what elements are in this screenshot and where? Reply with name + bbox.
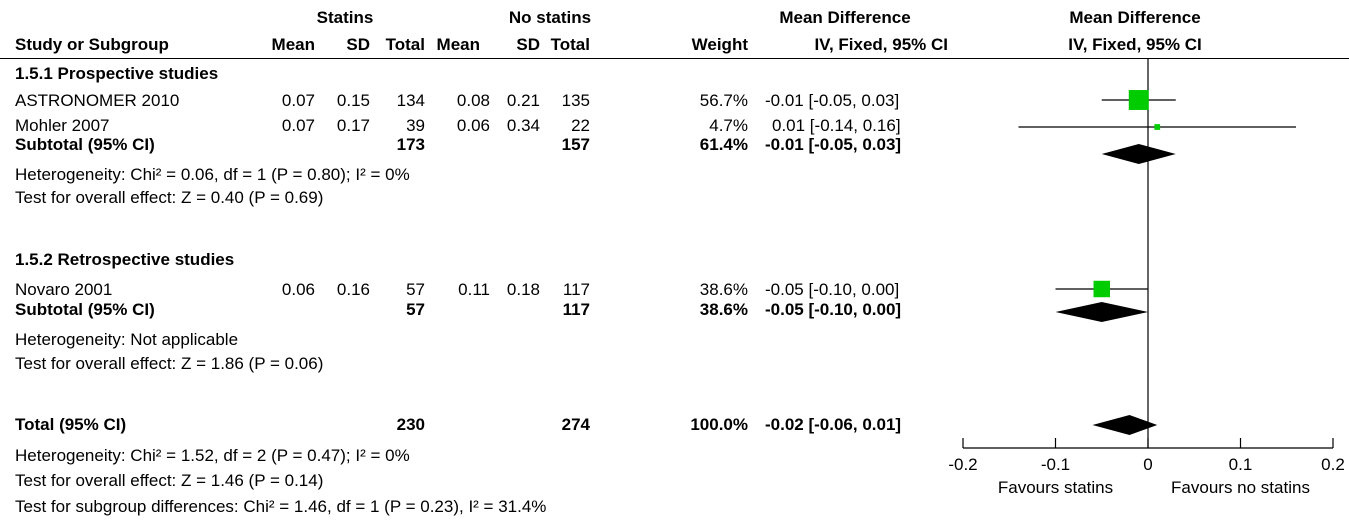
total-total2: 274 [561, 415, 590, 434]
subtotal-ci: -0.05 [-0.10, 0.00] [765, 300, 902, 319]
study-total2: 22 [571, 116, 590, 135]
heterogeneity-text: Heterogeneity: Not applicable [15, 330, 239, 349]
heterogeneity-text: Heterogeneity: Chi² = 0.06, df = 1 (P = … [15, 165, 410, 184]
study-sd2: 0.34 [506, 116, 540, 135]
pooled-diamond [1092, 415, 1158, 435]
study-sd1: 0.17 [336, 116, 370, 135]
total-ci: -0.02 [-0.06, 0.01] [765, 415, 902, 434]
study-sd1: 0.15 [336, 91, 370, 110]
total-weight: 100.0% [690, 415, 748, 434]
study-total2: 135 [561, 91, 590, 110]
subtotal-total1: 57 [406, 300, 425, 319]
subtotal-total2: 117 [562, 300, 590, 319]
study-name: Novaro 2001 [15, 280, 113, 299]
pooled-diamond [1055, 302, 1148, 322]
col-sd2-header: SD [516, 35, 540, 54]
col-total2-header: Total [550, 35, 590, 54]
total-label: Total (95% CI) [15, 415, 127, 434]
study-marker [1128, 90, 1149, 110]
pooled-diamond [1101, 144, 1176, 164]
x-tick-label: 0.2 [1321, 455, 1345, 474]
study-mean1: 0.07 [281, 91, 315, 110]
group1-header: Statins [316, 8, 374, 27]
favours-right-label: Favours no statins [1171, 478, 1310, 497]
study-name: ASTRONOMER 2010 [15, 91, 180, 110]
subtotal-label: Subtotal (95% CI) [15, 300, 155, 319]
x-tick-label: 0 [1143, 455, 1152, 474]
subgroup-title-2: 1.5.2 Retrospective studies [15, 250, 235, 269]
study-ci: 0.01 [-0.14, 0.16] [772, 116, 901, 135]
study-weight: 38.6% [699, 280, 748, 299]
study-mean2: 0.06 [456, 116, 490, 135]
md-plot-title: Mean Difference [1069, 8, 1201, 27]
overall-effect-text: Test for overall effect: Z = 0.40 (P = 0… [15, 188, 324, 207]
group2-header: No statins [508, 8, 592, 27]
subtotal-weight: 61.4% [699, 135, 748, 154]
overall-effect-text: Test for overall effect: Z = 1.86 (P = 0… [15, 354, 324, 373]
study-mean2: 0.08 [456, 91, 490, 110]
study-name: Mohler 2007 [15, 116, 110, 135]
col-mean2-header: Mean [436, 35, 480, 54]
header-rule [0, 58, 1349, 59]
total-total1: 230 [396, 415, 425, 434]
x-tick-label: -0.1 [1041, 455, 1070, 474]
col-weight-header: Weight [691, 35, 748, 54]
study-marker [1093, 280, 1110, 298]
subgroup-title-1: 1.5.1 Prospective studies [15, 64, 219, 83]
study-weight: 56.7% [699, 91, 748, 110]
subtotal-label: Subtotal (95% CI) [15, 135, 155, 154]
x-tick-label: 0.1 [1229, 455, 1253, 474]
study-mean1: 0.07 [281, 116, 315, 135]
study-sd1: 0.16 [336, 280, 370, 299]
col-study-header: Study or Subgroup [15, 35, 169, 54]
col-md-header: IV, Fixed, 95% CI [814, 35, 948, 54]
study-mean1: 0.06 [281, 280, 315, 299]
footer-heterogeneity: Heterogeneity: Chi² = 1.52, df = 2 (P = … [15, 446, 410, 465]
study-ci: -0.01 [-0.05, 0.03] [765, 91, 900, 110]
md-table-title: Mean Difference [779, 8, 911, 27]
study-total1: 57 [406, 280, 425, 299]
subtotal-ci: -0.01 [-0.05, 0.03] [765, 135, 902, 154]
study-weight: 4.7% [709, 116, 748, 135]
subtotal-weight: 38.6% [699, 300, 748, 319]
footer-overall-effect: Test for overall effect: Z = 1.46 (P = 0… [15, 471, 324, 490]
study-sd2: 0.18 [506, 280, 540, 299]
study-total2: 117 [562, 280, 590, 299]
footer-subgroup-differences: Test for subgroup differences: Chi² = 1.… [15, 497, 547, 516]
col-total1-header: Total [385, 35, 425, 54]
study-mean2: 0.11 [458, 280, 490, 299]
col-plot-md-header: IV, Fixed, 95% CI [1068, 35, 1202, 54]
favours-left-label: Favours statins [998, 478, 1113, 497]
study-sd2: 0.21 [506, 91, 540, 110]
study-total1: 39 [406, 116, 425, 135]
subtotal-total2: 157 [561, 135, 590, 154]
col-mean1-header: Mean [271, 35, 315, 54]
study-total1: 134 [396, 91, 425, 110]
col-sd1-header: SD [346, 35, 370, 54]
study-marker [1154, 124, 1161, 130]
study-ci: -0.05 [-0.10, 0.00] [765, 280, 900, 299]
subtotal-total1: 173 [396, 135, 425, 154]
x-tick-label: -0.2 [948, 455, 977, 474]
